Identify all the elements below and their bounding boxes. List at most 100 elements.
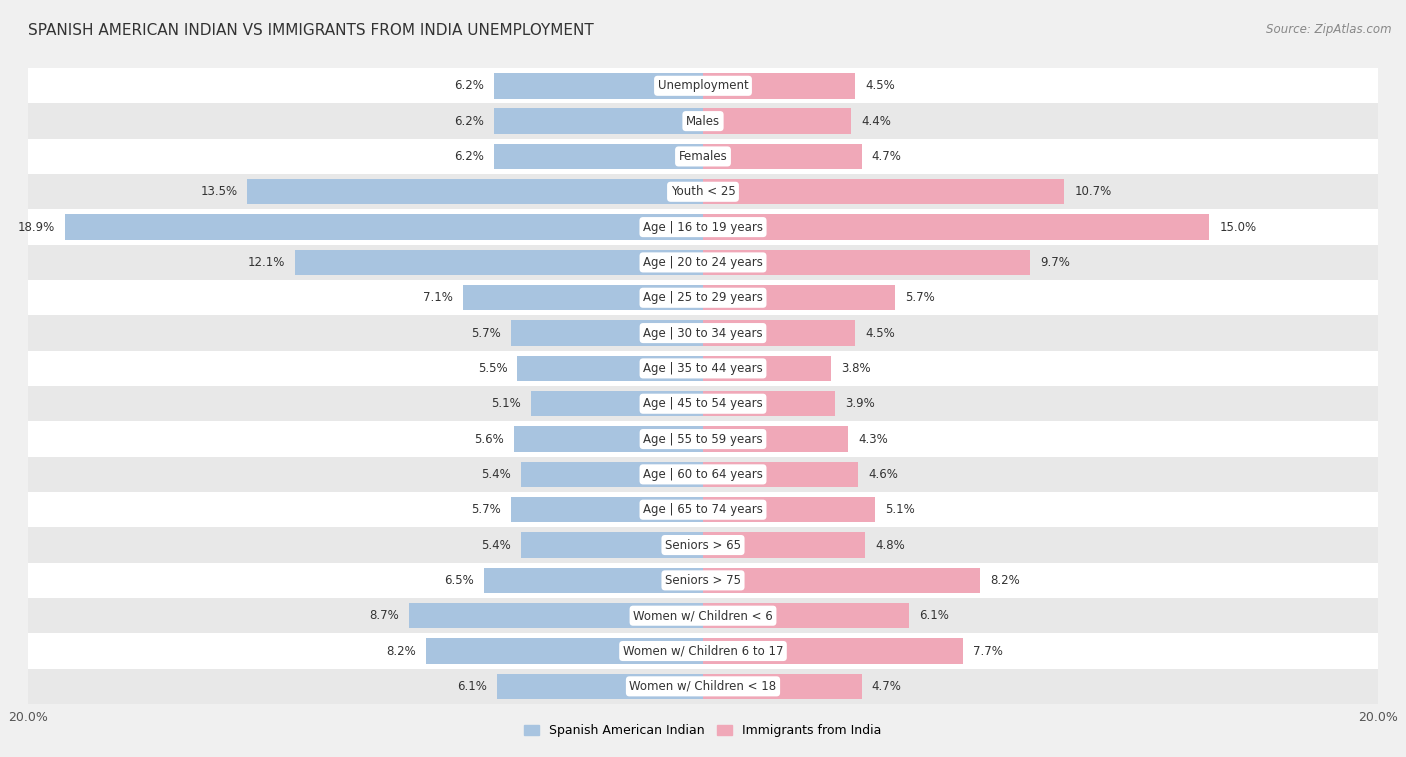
Text: Youth < 25: Youth < 25 — [671, 185, 735, 198]
Text: Males: Males — [686, 114, 720, 128]
Text: 7.1%: 7.1% — [423, 291, 453, 304]
Text: 4.5%: 4.5% — [865, 79, 894, 92]
Text: 6.2%: 6.2% — [454, 150, 484, 163]
Bar — [426, 638, 703, 664]
Bar — [464, 285, 703, 310]
Text: 5.1%: 5.1% — [886, 503, 915, 516]
Bar — [703, 179, 1064, 204]
Bar — [703, 674, 862, 699]
Bar — [520, 462, 703, 487]
Bar — [28, 316, 1378, 350]
Text: 5.7%: 5.7% — [471, 503, 501, 516]
Bar — [703, 73, 855, 98]
Text: Age | 60 to 64 years: Age | 60 to 64 years — [643, 468, 763, 481]
Text: Age | 55 to 59 years: Age | 55 to 59 years — [643, 432, 763, 446]
Text: 6.2%: 6.2% — [454, 114, 484, 128]
Bar — [703, 108, 852, 134]
Text: 10.7%: 10.7% — [1074, 185, 1111, 198]
Text: 7.7%: 7.7% — [973, 644, 1002, 658]
Bar — [28, 668, 1378, 704]
Bar — [510, 497, 703, 522]
Text: Age | 65 to 74 years: Age | 65 to 74 years — [643, 503, 763, 516]
Text: 4.4%: 4.4% — [862, 114, 891, 128]
Bar — [703, 426, 848, 452]
Text: Females: Females — [679, 150, 727, 163]
Bar — [703, 391, 835, 416]
Bar — [28, 386, 1378, 422]
Text: Age | 25 to 29 years: Age | 25 to 29 years — [643, 291, 763, 304]
Bar — [703, 356, 831, 381]
Text: 5.4%: 5.4% — [481, 468, 510, 481]
Text: 8.2%: 8.2% — [387, 644, 416, 658]
Text: 15.0%: 15.0% — [1219, 220, 1257, 234]
Bar — [295, 250, 703, 275]
Bar — [28, 280, 1378, 316]
Text: Age | 35 to 44 years: Age | 35 to 44 years — [643, 362, 763, 375]
Bar — [515, 426, 703, 452]
Text: Age | 20 to 24 years: Age | 20 to 24 years — [643, 256, 763, 269]
Text: 5.6%: 5.6% — [474, 432, 503, 446]
Bar — [703, 250, 1031, 275]
Bar — [520, 532, 703, 558]
Bar — [28, 456, 1378, 492]
Bar — [28, 104, 1378, 139]
Bar — [28, 139, 1378, 174]
Text: 4.6%: 4.6% — [869, 468, 898, 481]
Text: 12.1%: 12.1% — [247, 256, 284, 269]
Text: Unemployment: Unemployment — [658, 79, 748, 92]
Bar — [531, 391, 703, 416]
Text: 18.9%: 18.9% — [18, 220, 55, 234]
Text: 6.5%: 6.5% — [444, 574, 474, 587]
Bar — [494, 144, 703, 169]
Text: 5.4%: 5.4% — [481, 538, 510, 552]
Bar — [517, 356, 703, 381]
Text: Women w/ Children 6 to 17: Women w/ Children 6 to 17 — [623, 644, 783, 658]
Bar — [703, 285, 896, 310]
Bar — [703, 462, 858, 487]
Text: 3.8%: 3.8% — [841, 362, 870, 375]
Text: 4.5%: 4.5% — [865, 326, 894, 340]
Bar — [498, 674, 703, 699]
Bar — [28, 562, 1378, 598]
Bar — [703, 603, 908, 628]
Text: 13.5%: 13.5% — [200, 185, 238, 198]
Text: 4.7%: 4.7% — [872, 150, 901, 163]
Text: Source: ZipAtlas.com: Source: ZipAtlas.com — [1267, 23, 1392, 36]
Bar — [65, 214, 703, 240]
Bar — [409, 603, 703, 628]
Text: 8.7%: 8.7% — [370, 609, 399, 622]
Bar — [703, 568, 980, 593]
Text: 9.7%: 9.7% — [1040, 256, 1070, 269]
Text: 3.9%: 3.9% — [845, 397, 875, 410]
Bar — [28, 492, 1378, 528]
Text: 6.1%: 6.1% — [920, 609, 949, 622]
Bar — [510, 320, 703, 346]
Bar — [28, 245, 1378, 280]
Bar — [28, 634, 1378, 668]
Text: Age | 16 to 19 years: Age | 16 to 19 years — [643, 220, 763, 234]
Text: Seniors > 65: Seniors > 65 — [665, 538, 741, 552]
Text: 6.2%: 6.2% — [454, 79, 484, 92]
Text: 6.1%: 6.1% — [457, 680, 486, 693]
Text: 4.3%: 4.3% — [858, 432, 889, 446]
Bar — [703, 320, 855, 346]
Text: 5.7%: 5.7% — [905, 291, 935, 304]
Text: 5.1%: 5.1% — [491, 397, 520, 410]
Text: 4.7%: 4.7% — [872, 680, 901, 693]
Bar — [494, 108, 703, 134]
Text: Women w/ Children < 18: Women w/ Children < 18 — [630, 680, 776, 693]
Bar — [703, 214, 1209, 240]
Text: 5.5%: 5.5% — [478, 362, 508, 375]
Bar — [484, 568, 703, 593]
Bar — [703, 532, 865, 558]
Bar — [28, 422, 1378, 456]
Text: Age | 45 to 54 years: Age | 45 to 54 years — [643, 397, 763, 410]
Bar — [28, 210, 1378, 245]
Legend: Spanish American Indian, Immigrants from India: Spanish American Indian, Immigrants from… — [519, 719, 887, 743]
Text: 5.7%: 5.7% — [471, 326, 501, 340]
Bar — [494, 73, 703, 98]
Bar — [28, 598, 1378, 634]
Text: 4.8%: 4.8% — [875, 538, 905, 552]
Text: Women w/ Children < 6: Women w/ Children < 6 — [633, 609, 773, 622]
Bar — [703, 497, 875, 522]
